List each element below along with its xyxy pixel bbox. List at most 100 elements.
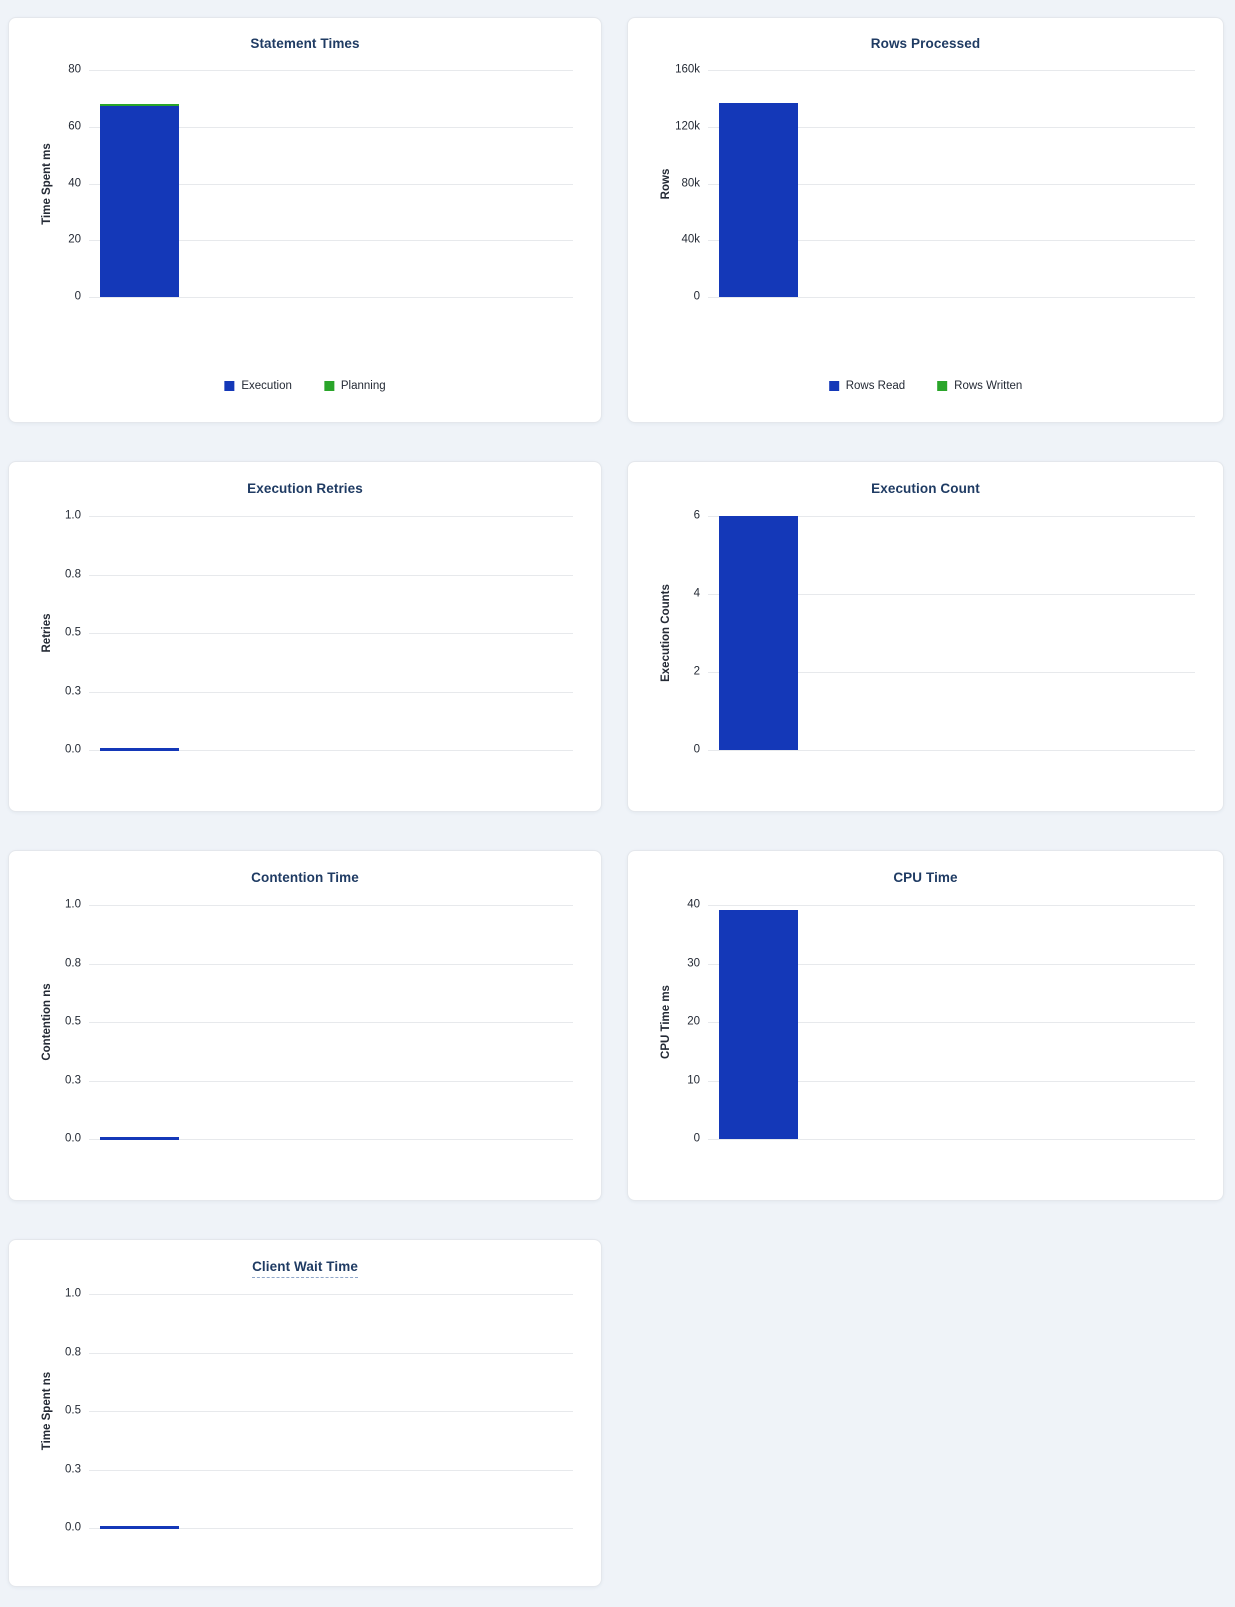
- gridline: [708, 516, 1195, 517]
- legend-item-rows-read: Rows Read: [828, 380, 906, 392]
- gridline: [89, 1528, 573, 1529]
- gridline: [89, 1294, 573, 1295]
- bar-stack: [719, 70, 798, 297]
- bar-execution-count[interactable]: [719, 516, 798, 750]
- y-tick-label: 40: [68, 177, 81, 190]
- plot-area[interactable]: [708, 70, 1195, 298]
- y-tick-label: 80: [68, 63, 81, 76]
- bar-client-wait-zero[interactable]: [100, 1526, 179, 1529]
- gridline: [89, 1081, 573, 1082]
- legend-label: Planning: [340, 380, 386, 392]
- legend-label: Execution: [241, 380, 292, 392]
- chart-title-execution-retries: Execution Retries: [9, 481, 601, 496]
- gridline: [89, 240, 573, 241]
- gridline: [89, 964, 573, 965]
- gridline: [708, 127, 1195, 128]
- gridline: [89, 127, 573, 128]
- gridline: [708, 1022, 1195, 1023]
- y-tick-label: 0.5: [65, 626, 81, 639]
- y-tick-label: 1.0: [65, 1287, 81, 1300]
- gridline: [708, 905, 1195, 906]
- y-tick-label: 0: [693, 1132, 700, 1145]
- plot-area[interactable]: [708, 516, 1195, 751]
- legend-item-execution: Execution: [224, 380, 292, 392]
- y-tick-label: 40k: [681, 233, 700, 246]
- y-tick-label: 0.3: [65, 1463, 81, 1476]
- chart-title-statement-times: Statement Times: [9, 36, 601, 51]
- y-tick-label: 0.8: [65, 1346, 81, 1359]
- chart-title-client-wait-time[interactable]: Client Wait Time: [9, 1259, 601, 1278]
- legend-swatch-execution: [224, 381, 235, 391]
- y-tick-label: 10: [687, 1074, 700, 1087]
- plot-area[interactable]: [708, 905, 1195, 1140]
- gridline: [708, 184, 1195, 185]
- y-tick-label: 0: [693, 290, 700, 303]
- chart-title-rows-processed: Rows Processed: [628, 36, 1223, 51]
- plot-area[interactable]: [89, 1294, 573, 1529]
- y-tick-label: 0.3: [65, 1074, 81, 1087]
- bar-execution[interactable]: [100, 106, 179, 297]
- gridline: [708, 297, 1195, 298]
- gridline: [89, 184, 573, 185]
- y-tick-label: 0.5: [65, 1404, 81, 1417]
- gridline: [89, 750, 573, 751]
- y-tick-label: 0.8: [65, 568, 81, 581]
- gridline: [708, 750, 1195, 751]
- legend-swatch-rows-read: [828, 381, 839, 391]
- plot-area[interactable]: [89, 516, 573, 751]
- y-tick-label: 0.3: [65, 685, 81, 698]
- bar-stack: [719, 905, 798, 1139]
- gridline: [708, 964, 1195, 965]
- y-tick-label: 6: [693, 509, 700, 522]
- plot-area[interactable]: [89, 905, 573, 1140]
- gridline: [89, 1470, 573, 1471]
- gridline: [89, 692, 573, 693]
- legend-label: Rows Read: [845, 380, 906, 392]
- gridline: [89, 70, 573, 71]
- gridline: [89, 1411, 573, 1412]
- legend-swatch-rows-written: [937, 381, 948, 391]
- gridline: [708, 1081, 1195, 1082]
- y-tick-label: 20: [687, 1015, 700, 1028]
- y-tick-label: 0: [74, 290, 81, 303]
- bar-rows-read[interactable]: [719, 102, 798, 297]
- gridline: [708, 594, 1195, 595]
- y-tick-label: 0.0: [65, 1132, 81, 1145]
- bar-retries-zero[interactable]: [100, 748, 179, 751]
- chart-title-text: Contention Time: [251, 870, 359, 885]
- y-tick-label: 0: [693, 743, 700, 756]
- y-tick-label: 120k: [675, 120, 700, 133]
- chart-card-client-wait-time: Client Wait Time Time Spent ns 1.0 0.8 0.5 0.…: [8, 1239, 602, 1587]
- plot-area[interactable]: [89, 70, 573, 298]
- gridline: [708, 70, 1195, 71]
- chart-title-text[interactable]: Client Wait Time: [252, 1259, 358, 1278]
- chart-title-text: Execution Retries: [247, 481, 363, 496]
- bar-stack: [719, 516, 798, 750]
- chart-card-rows-processed: Rows Processed Rows 160k 120k 80k 40k 0 Rows Re…: [627, 17, 1224, 423]
- chart-card-contention-time: Contention Time Contention ns 1.0 0.8 0.5 0.3…: [8, 850, 602, 1201]
- chart-title-text: Execution Count: [871, 481, 980, 496]
- gridline: [89, 633, 573, 634]
- gridline: [89, 297, 573, 298]
- gridline: [89, 516, 573, 517]
- chart-card-execution-retries: Execution Retries Retries 1.0 0.8 0.5 0.3 0.0: [8, 461, 602, 812]
- legend-swatch-planning: [323, 381, 334, 391]
- y-tick-label: 2: [693, 665, 700, 678]
- chart-title-cpu-time: CPU Time: [628, 870, 1223, 885]
- y-tick-label: 0.5: [65, 1015, 81, 1028]
- chart-title-text: Statement Times: [250, 36, 360, 51]
- y-tick-label: 0.0: [65, 743, 81, 756]
- y-tick-label: 40: [687, 898, 700, 911]
- chart-legend: Execution Planning: [224, 380, 386, 392]
- chart-card-cpu-time: CPU Time CPU Time ms 40 30 20 10 0: [627, 850, 1224, 1201]
- bar-planning[interactable]: [100, 104, 179, 107]
- chart-title-contention-time: Contention Time: [9, 870, 601, 885]
- bar-contention-zero[interactable]: [100, 1137, 179, 1140]
- y-tick-label: 1.0: [65, 898, 81, 911]
- bar-cpu-time[interactable]: [719, 909, 798, 1139]
- y-tick-label: 1.0: [65, 509, 81, 522]
- y-tick-label: 20: [68, 233, 81, 246]
- y-tick-label: 60: [68, 120, 81, 133]
- chart-legend: Rows Read Rows Written: [828, 380, 1022, 392]
